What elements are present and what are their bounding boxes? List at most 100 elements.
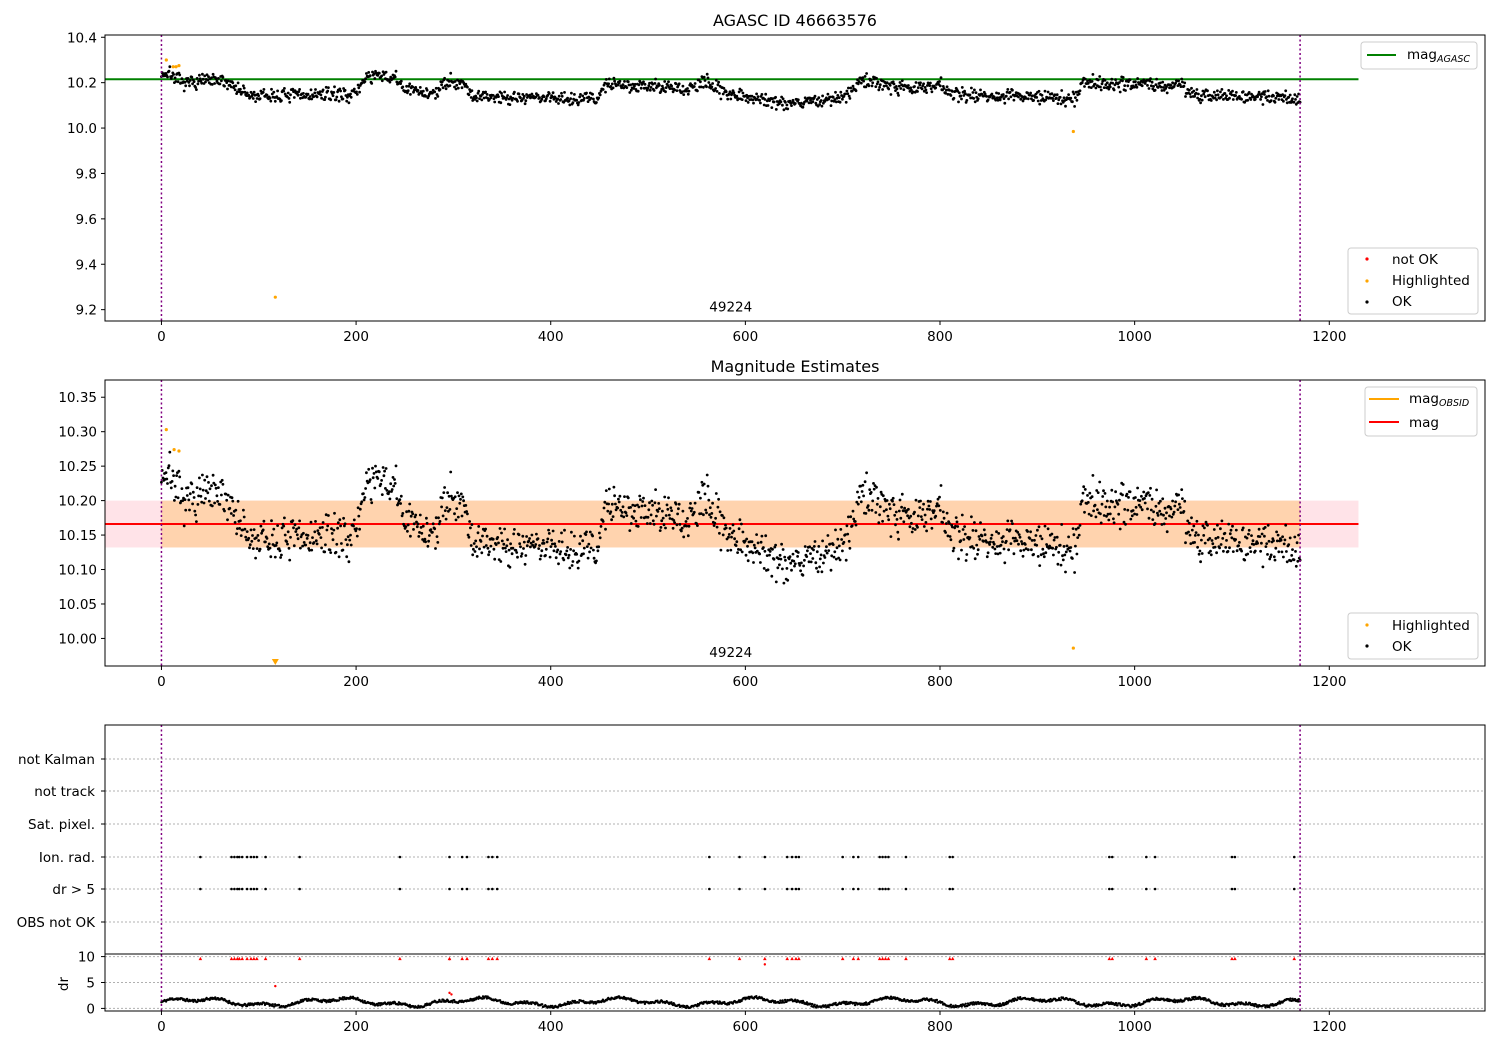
ok-point	[760, 93, 764, 96]
flag-marker	[794, 855, 798, 859]
ok-point	[1190, 86, 1193, 90]
ok-point	[506, 538, 509, 542]
ok-point	[382, 474, 386, 478]
ok-point	[914, 81, 918, 84]
ok-point	[1177, 79, 1180, 83]
ok-point	[1096, 78, 1100, 82]
ok-point	[476, 531, 480, 535]
ok-point	[312, 541, 316, 544]
ok-point	[818, 565, 821, 569]
flag-row-label: OBS not OK	[17, 915, 97, 931]
dr-flagged-marker	[460, 956, 464, 961]
ok-point	[435, 535, 439, 538]
ok-point	[639, 498, 642, 502]
ok-point	[643, 504, 647, 507]
ok-point	[1113, 83, 1117, 87]
ok-point	[1042, 552, 1045, 556]
ok-point	[482, 96, 486, 100]
ok-point	[1267, 94, 1271, 98]
ok-point	[332, 91, 336, 94]
ok-point	[210, 76, 213, 80]
ok-point	[578, 95, 582, 99]
ok-point	[856, 82, 860, 86]
ok-point	[812, 545, 816, 548]
ok-point	[741, 91, 745, 95]
ok-point	[302, 541, 306, 544]
ok-point	[357, 86, 361, 90]
ok-point	[1039, 534, 1042, 538]
ok-point	[519, 554, 523, 558]
dr-point	[748, 997, 751, 1000]
flag-marker	[852, 887, 855, 891]
ok-point	[1023, 543, 1027, 546]
ok-point	[460, 514, 464, 518]
ok-point	[534, 543, 538, 546]
ok-point	[821, 539, 824, 543]
ok-point	[1038, 564, 1042, 567]
ok-point	[1181, 497, 1184, 500]
ok-point	[233, 521, 237, 524]
ok-point	[1159, 85, 1163, 89]
ok-point	[1268, 557, 1272, 561]
ok-point	[1240, 97, 1243, 101]
ok-point	[992, 542, 996, 546]
ok-point	[1111, 500, 1114, 504]
ok-point	[345, 99, 349, 103]
ok-point	[895, 518, 899, 521]
ok-point	[823, 556, 827, 559]
ok-point	[661, 516, 665, 520]
ok-point	[540, 549, 544, 553]
ok-point	[258, 547, 262, 551]
ok-point	[652, 522, 656, 526]
ok-point	[489, 544, 493, 548]
ok-point	[1241, 90, 1245, 94]
ok-point	[484, 90, 487, 94]
ok-point	[562, 558, 566, 562]
ok-point	[1001, 535, 1005, 538]
ok-point	[370, 501, 374, 505]
ok-point	[387, 490, 391, 494]
ok-point	[875, 76, 878, 80]
ok-point	[1083, 488, 1087, 491]
ok-point	[286, 542, 289, 546]
ok-point	[1020, 542, 1024, 546]
ok-point	[518, 542, 522, 546]
ok-point	[939, 76, 943, 80]
ok-point	[1150, 80, 1154, 84]
ok-point	[1035, 543, 1039, 547]
ok-point	[995, 91, 998, 95]
ok-point	[1284, 89, 1288, 93]
ok-point	[914, 498, 918, 502]
ok-point	[286, 530, 290, 534]
ok-point	[1088, 491, 1092, 495]
ok-point	[576, 103, 580, 107]
ok-point	[821, 94, 824, 98]
ok-point	[1024, 97, 1028, 100]
ok-point	[633, 504, 637, 507]
ok-point	[825, 545, 828, 549]
ok-point	[862, 494, 865, 498]
ok-point	[221, 75, 225, 79]
ok-point	[768, 553, 771, 557]
ok-point	[1248, 546, 1252, 549]
ok-point	[885, 81, 889, 84]
ok-point	[996, 98, 1000, 102]
ok-point	[1100, 502, 1104, 506]
ok-point	[341, 97, 345, 101]
ok-point	[482, 545, 486, 549]
flag-marker	[491, 855, 494, 859]
ok-point	[1146, 507, 1149, 511]
ok-point	[837, 544, 841, 548]
x-tick-label: 0	[157, 329, 166, 345]
ok-point	[416, 522, 420, 526]
ok-point	[976, 552, 979, 556]
ok-point	[709, 515, 713, 519]
ok-point	[1009, 542, 1013, 545]
ok-point	[844, 533, 847, 536]
ok-point	[436, 541, 440, 544]
ok-point	[675, 89, 679, 92]
ok-point	[1136, 77, 1139, 80]
ok-point	[740, 550, 744, 554]
flag-row-label: not Kalman	[18, 752, 95, 768]
ok-point	[206, 491, 210, 495]
